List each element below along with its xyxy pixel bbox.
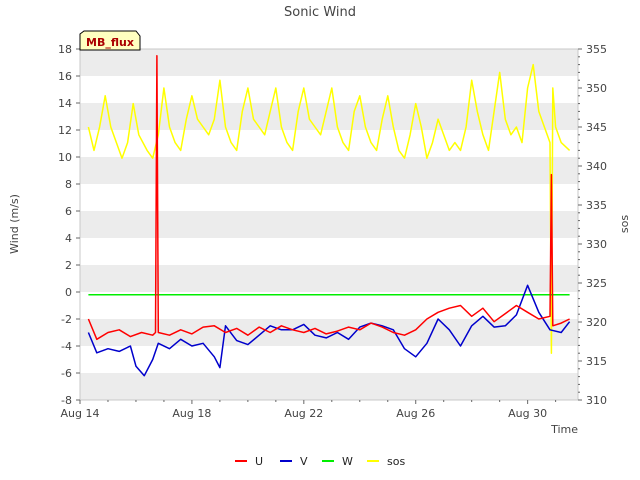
y-tick-label: 10 — [58, 151, 72, 164]
grid-band — [80, 373, 578, 400]
y-axis-label: Wind (m/s) — [8, 194, 21, 254]
plot-frame — [79, 48, 579, 401]
x-axis-label: Time — [550, 423, 578, 436]
x-axis: Aug 14 Aug 18 Aug 22 Aug 26 Aug 30 — [61, 400, 557, 420]
x-tick-label: Aug 26 — [396, 407, 435, 420]
x-tick-label: Aug 30 — [508, 407, 547, 420]
y2-tick-label: 345 — [586, 121, 607, 134]
y-axis-right: 310 315 320 325 330 335 340 345 350 355 — [578, 43, 607, 407]
plot-bands — [80, 49, 578, 400]
series-line-v — [87, 284, 571, 377]
legend-label-sos: sos — [387, 455, 405, 468]
y2-tick-label: 340 — [586, 160, 607, 173]
y-tick-label: -8 — [61, 394, 72, 407]
y2-tick-label: 310 — [586, 394, 607, 407]
y2-tick-label: 355 — [586, 43, 607, 56]
series-line-sos — [87, 63, 571, 354]
badge-label: MB_flux — [86, 36, 134, 49]
badge-box — [79, 30, 141, 51]
y-tick-label: 12 — [58, 124, 72, 137]
legend-label-u: U — [255, 455, 263, 468]
y-tick-label: 0 — [65, 286, 72, 299]
y2-tick-label: 320 — [586, 316, 607, 329]
series-lines — [87, 55, 571, 377]
y-tick-label: -6 — [61, 367, 72, 380]
y2-tick-label: 325 — [586, 277, 607, 290]
y-tick-label: 4 — [65, 232, 72, 245]
grid-band — [80, 157, 578, 184]
x-tick-label: Aug 14 — [61, 407, 100, 420]
y-tick-label: -4 — [61, 340, 72, 353]
y-tick-label: 8 — [65, 178, 72, 191]
y2-tick-label: 335 — [586, 199, 607, 212]
y-tick-label: 2 — [65, 259, 72, 272]
grid-band — [80, 265, 578, 292]
x-tick-label: Aug 22 — [284, 407, 323, 420]
y-tick-label: 18 — [58, 43, 72, 56]
series-line-u — [87, 55, 570, 341]
y-tick-label: -2 — [61, 313, 72, 326]
y2-axis-label: sos — [618, 215, 631, 233]
legend-label-v: V — [300, 455, 308, 468]
grid-band — [80, 49, 578, 76]
y2-tick-label: 315 — [586, 355, 607, 368]
y2-tick-label: 330 — [586, 238, 607, 251]
badge: MB_flux — [79, 30, 141, 51]
chart-title: Sonic Wind — [284, 5, 356, 20]
y-tick-label: 16 — [58, 70, 72, 83]
x-tick-label: Aug 18 — [172, 407, 211, 420]
y-tick-label: 14 — [58, 97, 72, 110]
y-axis-left: -8 -6 -4 -2 0 2 4 6 8 10 12 14 16 18 — [58, 43, 80, 407]
y-tick-label: 6 — [65, 205, 72, 218]
y2-tick-label: 350 — [586, 82, 607, 95]
legend-label-w: W — [342, 455, 353, 468]
grid-band — [80, 211, 578, 238]
